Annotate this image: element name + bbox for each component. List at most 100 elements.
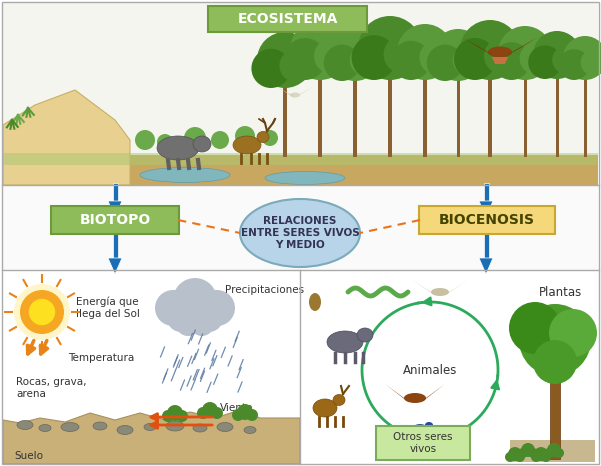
Circle shape (246, 409, 258, 421)
Polygon shape (445, 280, 468, 295)
Circle shape (155, 290, 191, 326)
Circle shape (350, 45, 381, 76)
Circle shape (358, 16, 422, 80)
Polygon shape (108, 201, 122, 217)
Bar (318, 74, 322, 157)
Text: Energía que
llega del Sol: Energía que llega del Sol (76, 297, 140, 319)
Polygon shape (508, 37, 538, 55)
Circle shape (515, 452, 525, 462)
Circle shape (29, 299, 55, 325)
Bar (555, 73, 558, 157)
Ellipse shape (488, 47, 512, 57)
Circle shape (211, 407, 223, 419)
Circle shape (533, 31, 581, 79)
Text: Viento: Viento (220, 403, 254, 413)
Circle shape (237, 404, 253, 420)
Circle shape (257, 32, 313, 88)
Polygon shape (479, 258, 493, 274)
Circle shape (211, 131, 229, 149)
Circle shape (190, 312, 214, 336)
Ellipse shape (240, 199, 360, 267)
Circle shape (493, 42, 531, 80)
Circle shape (563, 36, 601, 80)
Bar (423, 74, 427, 157)
Circle shape (135, 130, 155, 150)
Text: Suelo: Suelo (14, 451, 43, 461)
Polygon shape (412, 280, 435, 295)
Ellipse shape (61, 423, 79, 432)
Ellipse shape (309, 293, 321, 311)
Circle shape (508, 447, 522, 461)
Ellipse shape (117, 425, 133, 434)
Ellipse shape (140, 167, 230, 183)
Circle shape (534, 447, 548, 461)
Circle shape (251, 49, 291, 88)
Text: BIOTOPO: BIOTOPO (79, 213, 151, 227)
Circle shape (518, 448, 528, 458)
Circle shape (549, 309, 597, 357)
Circle shape (329, 29, 381, 81)
Circle shape (314, 38, 350, 74)
Polygon shape (385, 384, 407, 401)
FancyBboxPatch shape (51, 206, 179, 234)
Ellipse shape (425, 422, 433, 428)
Bar (488, 74, 492, 157)
FancyBboxPatch shape (208, 6, 367, 32)
Circle shape (179, 300, 211, 332)
Circle shape (419, 41, 453, 75)
Polygon shape (423, 384, 445, 401)
Ellipse shape (193, 424, 207, 432)
Circle shape (528, 448, 538, 458)
Circle shape (232, 409, 244, 421)
Polygon shape (108, 258, 122, 274)
Bar (550, 360, 560, 459)
Text: Rocas, grava,
arena: Rocas, grava, arena (16, 377, 87, 399)
Bar (3, 153, 598, 165)
Bar (3, 270, 300, 464)
Ellipse shape (404, 393, 426, 403)
Circle shape (162, 410, 174, 422)
Circle shape (397, 24, 453, 80)
Ellipse shape (257, 131, 269, 143)
Circle shape (453, 45, 484, 76)
Text: Precipitaciones: Precipitaciones (225, 285, 304, 295)
Circle shape (391, 41, 430, 80)
Ellipse shape (290, 92, 300, 97)
Bar (112, 233, 118, 258)
Circle shape (197, 407, 209, 419)
Text: Animales: Animales (403, 363, 457, 377)
Polygon shape (295, 87, 313, 97)
Circle shape (454, 38, 496, 80)
Circle shape (284, 38, 326, 80)
Ellipse shape (357, 328, 373, 342)
Circle shape (383, 35, 422, 74)
Circle shape (199, 290, 235, 326)
Circle shape (20, 290, 64, 334)
Circle shape (279, 49, 313, 82)
Circle shape (528, 45, 562, 79)
Circle shape (173, 278, 217, 322)
Polygon shape (492, 57, 508, 64)
Circle shape (324, 45, 360, 81)
Circle shape (509, 302, 561, 354)
Bar (510, 440, 595, 462)
Circle shape (167, 304, 195, 332)
Ellipse shape (233, 136, 261, 154)
Circle shape (519, 304, 591, 376)
Circle shape (176, 312, 200, 336)
Circle shape (552, 45, 581, 74)
Circle shape (290, 20, 350, 80)
Circle shape (184, 127, 206, 149)
Bar (3, 442, 300, 464)
Circle shape (484, 38, 520, 74)
Circle shape (460, 20, 520, 80)
Text: BIOCENOSIS: BIOCENOSIS (439, 213, 535, 227)
Bar (2, 2, 599, 185)
Circle shape (352, 35, 397, 80)
Ellipse shape (327, 331, 363, 353)
FancyBboxPatch shape (419, 206, 555, 234)
Circle shape (531, 452, 541, 462)
Circle shape (547, 443, 561, 457)
Ellipse shape (144, 424, 156, 431)
Bar (523, 74, 526, 157)
